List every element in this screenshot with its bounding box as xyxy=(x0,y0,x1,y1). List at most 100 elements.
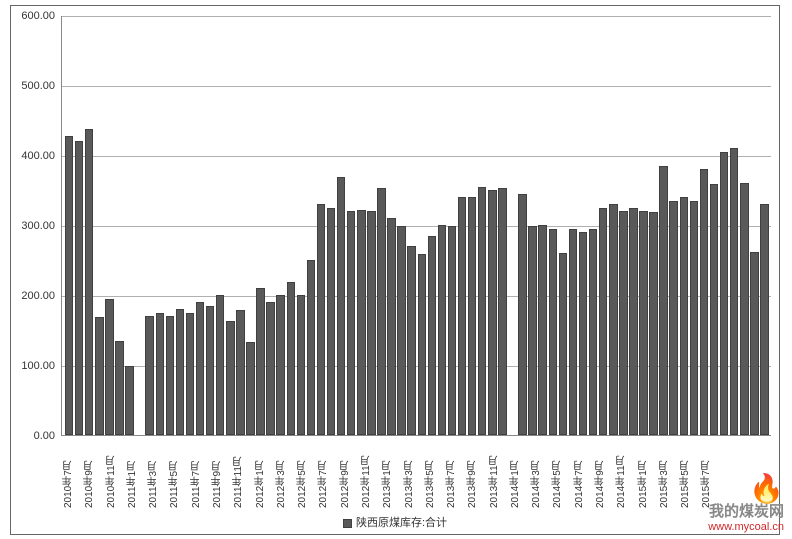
bar xyxy=(276,295,284,435)
bar xyxy=(468,197,476,435)
bar xyxy=(85,129,93,435)
x-tick-label: 2015年1月 xyxy=(636,438,651,508)
y-tick-label: 400.00 xyxy=(15,150,55,162)
bar xyxy=(458,197,466,435)
x-tick-label: 2012年3月 xyxy=(274,438,289,508)
x-tick-label xyxy=(395,438,401,508)
x-tick-label: 2013年11月 xyxy=(487,438,502,508)
x-tick-label: 2011年9月 xyxy=(210,438,225,508)
bar xyxy=(569,229,577,436)
bar xyxy=(176,309,184,435)
bar xyxy=(317,204,325,435)
bar xyxy=(730,148,738,435)
x-tick-label xyxy=(733,438,739,508)
x-tick-label xyxy=(182,438,188,508)
bar xyxy=(307,260,315,435)
bar xyxy=(226,321,234,435)
bars-group xyxy=(62,16,771,435)
x-tick-label xyxy=(765,438,771,508)
x-tick-label: 2014年3月 xyxy=(529,438,544,508)
bar xyxy=(297,295,305,435)
bar xyxy=(105,299,113,436)
x-tick-label xyxy=(119,438,125,508)
bar xyxy=(186,313,194,436)
bar xyxy=(740,183,748,435)
x-tick-label: 2013年3月 xyxy=(402,438,417,508)
bar xyxy=(669,201,677,436)
y-tick-label: 500.00 xyxy=(15,80,55,92)
bar xyxy=(690,201,698,436)
bar xyxy=(145,316,153,435)
bar xyxy=(125,366,133,435)
bar xyxy=(750,252,758,435)
x-axis-labels: 2010年7月2010年9月2010年11月2011年1月2011年3月2011… xyxy=(61,438,771,508)
bar xyxy=(65,136,73,435)
x-tick-label xyxy=(97,438,103,508)
bar xyxy=(367,211,375,435)
bar xyxy=(387,218,395,435)
bar xyxy=(337,177,345,435)
x-tick-label xyxy=(740,438,746,508)
bar xyxy=(95,317,103,435)
bar xyxy=(407,246,415,435)
bar xyxy=(156,313,164,436)
x-tick-label: 2010年7月 xyxy=(61,438,76,508)
x-tick-label: 2012年9月 xyxy=(338,438,353,508)
x-tick-label: 2015年5月 xyxy=(678,438,693,508)
bar xyxy=(418,254,426,435)
x-tick-label xyxy=(417,438,423,508)
bar xyxy=(357,210,365,435)
bar xyxy=(256,288,264,435)
bar xyxy=(428,236,436,436)
x-tick-label: 2013年7月 xyxy=(444,438,459,508)
bar xyxy=(498,188,506,435)
x-tick-label: 2014年5月 xyxy=(550,438,565,508)
bar xyxy=(599,208,607,436)
bar xyxy=(659,166,667,436)
y-tick-label: 200.00 xyxy=(15,290,55,302)
bar xyxy=(397,226,405,435)
bar xyxy=(236,310,244,435)
x-tick-label: 2011年5月 xyxy=(167,438,182,508)
bar xyxy=(528,226,536,435)
x-tick-label: 2014年7月 xyxy=(572,438,587,508)
x-tick-label: 2011年11月 xyxy=(231,438,246,508)
bar xyxy=(347,211,355,435)
bar xyxy=(287,282,295,435)
bar xyxy=(680,197,688,435)
x-tick-label xyxy=(629,438,635,508)
y-tick-label: 100.00 xyxy=(15,360,55,372)
bar xyxy=(538,225,546,435)
bar xyxy=(649,212,657,435)
bar xyxy=(206,306,214,436)
x-tick-label: 2010年9月 xyxy=(82,438,97,508)
x-tick-label xyxy=(480,438,486,508)
x-tick-label xyxy=(331,438,337,508)
bar xyxy=(579,232,587,435)
x-tick-label: 2015年3月 xyxy=(657,438,672,508)
x-tick-label: 2011年7月 xyxy=(189,438,204,508)
x-tick-label: 2010年11月 xyxy=(104,438,119,508)
x-tick-label xyxy=(758,438,764,508)
bar xyxy=(710,184,718,435)
x-tick-label: 2012年5月 xyxy=(295,438,310,508)
bar xyxy=(700,169,708,435)
y-tick-label: 600.00 xyxy=(15,10,55,22)
x-tick-label: 2014年1月 xyxy=(508,438,523,508)
bar xyxy=(609,204,617,435)
x-tick-label xyxy=(268,438,274,508)
bar xyxy=(478,187,486,436)
bar xyxy=(760,204,768,435)
x-tick-label: 2014年9月 xyxy=(593,438,608,508)
bar xyxy=(639,211,647,435)
bar xyxy=(115,341,123,436)
bar xyxy=(246,342,254,435)
bar xyxy=(488,190,496,435)
x-tick-label xyxy=(353,438,359,508)
x-tick-label xyxy=(246,438,252,508)
x-tick-label: 2014年11月 xyxy=(614,438,629,508)
legend: 陕西原煤库存:合计 xyxy=(11,514,779,530)
x-tick-label: 2012年7月 xyxy=(316,438,331,508)
chart-container: 0.00100.00200.00300.00400.00500.00600.00… xyxy=(10,5,780,535)
bar xyxy=(75,141,83,435)
